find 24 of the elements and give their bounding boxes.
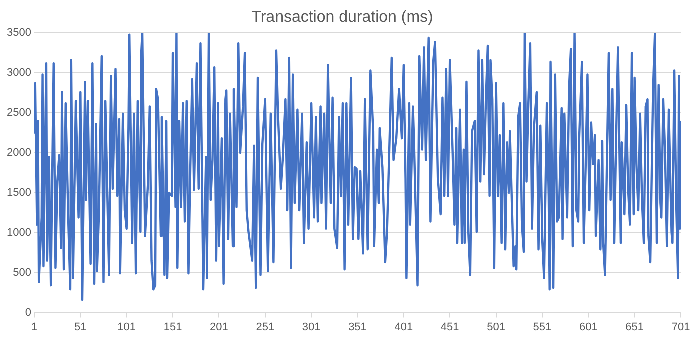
x-tick-label: 51 (74, 321, 87, 334)
y-tick-label: 1500 (6, 187, 32, 200)
x-tick-label: 351 (348, 321, 367, 334)
y-tick-label: 1000 (6, 226, 32, 239)
x-tick-label: 501 (487, 321, 506, 334)
y-tick-label: 2000 (6, 147, 32, 160)
x-tick-label: 651 (626, 321, 644, 334)
x-tick-label: 451 (440, 321, 460, 334)
x-tick-label: 1 (31, 321, 38, 334)
x-tick-label: 551 (533, 321, 552, 334)
x-tick-label: 251 (256, 321, 275, 334)
y-tick-label: 2500 (6, 107, 32, 120)
x-tick-label: 701 (672, 321, 690, 334)
x-tick-label: 601 (579, 321, 598, 334)
x-tick-label: 151 (164, 321, 182, 334)
x-tick-label: 201 (210, 321, 228, 334)
y-tick-label: 0 (25, 306, 32, 319)
x-tick-label: 101 (118, 321, 136, 334)
y-tick-label: 3000 (6, 67, 32, 80)
x-tick-label: 401 (394, 321, 414, 334)
chart-title: Transaction duration (ms) (252, 9, 434, 26)
y-tick-label: 3500 (6, 27, 32, 40)
x-tick-label: 301 (302, 321, 321, 334)
y-tick-label: 500 (13, 266, 32, 279)
